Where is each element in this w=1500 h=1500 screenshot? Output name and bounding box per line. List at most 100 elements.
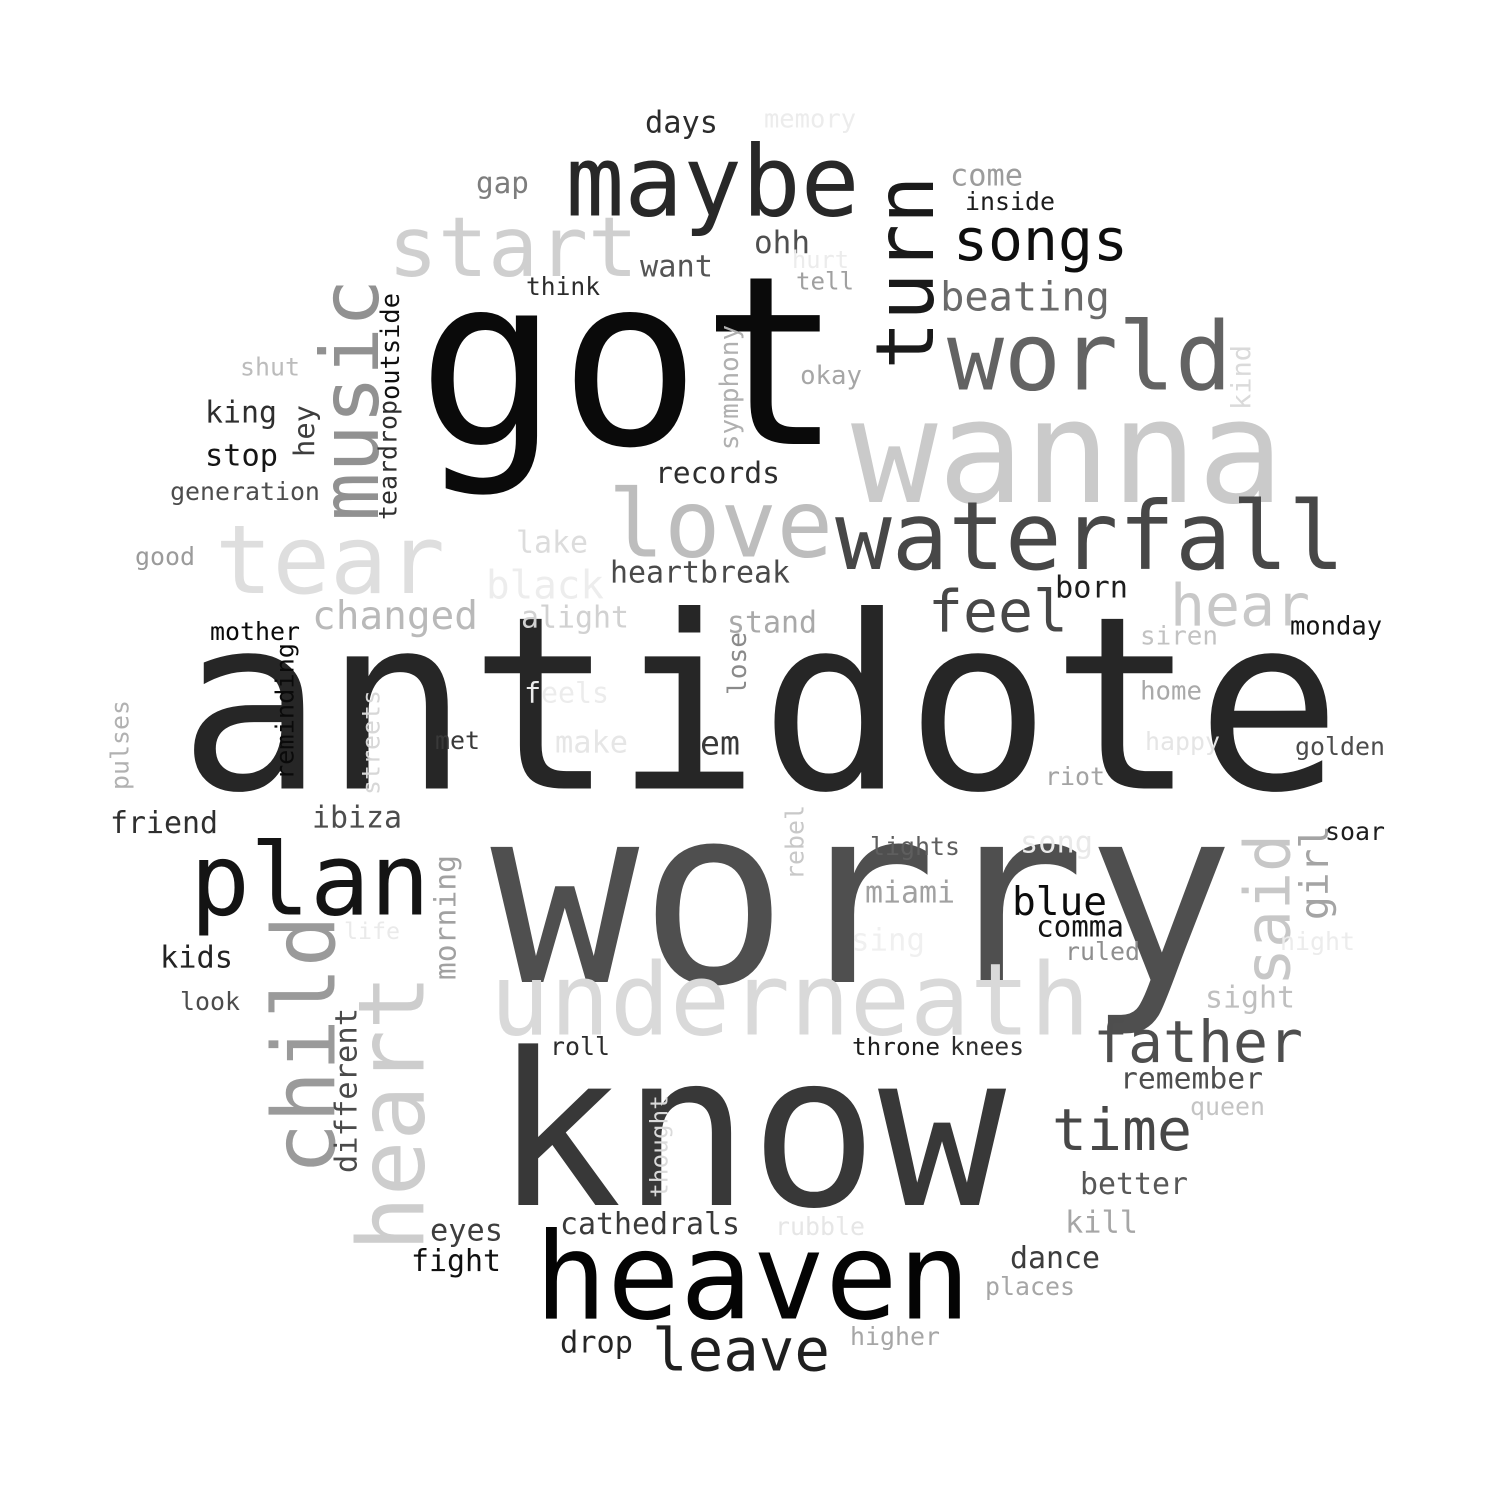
word-sight: sight [1205,981,1295,1016]
word-outside: outside [375,293,405,400]
word-different: different [330,1008,365,1173]
word-tell: tell [796,268,854,296]
word-king: king [205,396,277,431]
word-make: make [555,726,628,761]
word-soar: soar [1325,817,1385,846]
word-monday: monday [1290,612,1382,642]
word-kind: kind [1227,345,1258,410]
word-born: born [1055,571,1128,606]
word-plan: plan [190,822,430,939]
word-home: home [1140,677,1202,707]
word-friend: friend [110,806,218,841]
word-stop: stop [205,439,278,474]
word-ibiza: ibiza [312,801,402,836]
word-riot: riot [1045,762,1105,791]
word-miami: miami [865,876,955,911]
word-black: black [486,564,604,609]
word-song: song [1020,826,1093,861]
word-hurt: hurt [792,246,849,274]
word-records: records [655,456,780,491]
word-generation: generation [170,477,320,506]
word-time: time [1052,1096,1192,1164]
word-queen: queen [1190,1092,1265,1121]
word-night: night [1280,927,1355,956]
word-alight: alight [521,601,629,636]
word-happy: happy [1145,727,1220,756]
word-shut: shut [240,353,300,382]
word-music: music [303,279,397,521]
word-cathedrals: cathedrals [560,1207,740,1242]
word-comma: comma [1036,910,1124,944]
word-thought: thought [645,1095,674,1198]
word-drop: drop [560,1326,633,1361]
word-come: come [950,159,1023,194]
word-lights: lights [870,832,960,861]
word-ohh: ohh [754,225,810,261]
word-higher: higher [850,1322,940,1351]
word-streets: streets [357,690,386,795]
word-tear: tear [215,504,445,616]
word-memory: memory [764,105,856,135]
word-changed: changed [312,593,478,639]
word-maybe: maybe [565,126,859,240]
word-gap: gap [476,166,529,200]
word-feel: feel [928,578,1068,646]
word-siren: siren [1140,622,1218,652]
word-antidote: antidote [178,565,1341,846]
word-love: love [608,471,833,580]
word-said: said [1231,834,1305,986]
word-dance: dance [1010,1241,1100,1276]
word-knees: knees [950,1032,1024,1061]
word-lose: lose [723,632,753,695]
word-better: better [1080,1167,1188,1202]
word-got: got [417,225,843,500]
word-roll: roll [550,1032,610,1061]
word-feels: feels [524,677,609,710]
word-think: think [526,272,600,301]
word-heartbreak: heartbreak [610,556,790,591]
word-hear: hear [1170,572,1310,640]
word-kill: kill [1065,1206,1138,1241]
word-wanna: wanna [851,369,1284,536]
word-fight: fight [411,1244,501,1279]
word-kids: kids [160,941,233,976]
word-beating: beating [940,274,1110,321]
word-look: look [180,987,240,1016]
word-ruled: ruled [1065,937,1140,966]
word-start: start [388,199,638,296]
word-turn: turn [858,176,952,370]
word-stand: stand [727,606,817,641]
word-girl: girl [1292,825,1338,920]
word-life: life [344,918,400,945]
word-heart: heart [339,975,446,1252]
word-days: days [645,106,718,141]
word-teardrop: teardrop [374,400,403,520]
word-golden: golden [1295,732,1385,761]
word-know: know [494,1009,1007,1256]
word-remember: remember [1120,1062,1263,1097]
word-lake: lake [516,526,588,561]
word-symphony: symphony [715,325,745,450]
word-waterfall: waterfall [835,483,1345,592]
word-rebel: rebel [781,805,810,880]
word-pulses: pulses [106,700,135,790]
word-places: places [985,1272,1075,1301]
word-morning: morning [429,855,464,980]
word-leave: leave [652,1316,830,1385]
word-blue: blue [1012,879,1107,925]
word-eyes: eyes [430,1214,503,1249]
word-em: em [700,724,740,763]
word-underneath: underneath [490,942,1090,1059]
word-child: child [256,915,356,1175]
word-sing: sing [851,924,925,959]
word-songs: songs [953,206,1128,274]
word-mother: mother [210,617,300,646]
word-worry: worry [490,754,1234,1041]
word-inside: inside [965,187,1055,216]
word-met: met [435,726,480,755]
word-father: father [1093,1008,1303,1076]
word-want: want [640,250,713,285]
word-rubble: rubble [775,1212,865,1241]
word-hey: hey [287,405,321,457]
